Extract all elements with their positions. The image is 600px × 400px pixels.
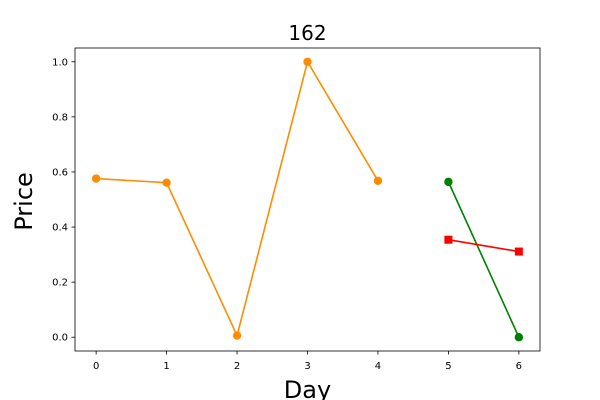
series-3-point-2 [514, 247, 523, 256]
series-1-point-5 [373, 176, 383, 185]
x-tick-label-1: 1 [163, 361, 169, 372]
series-1-point-1 [91, 174, 101, 183]
chart-title: 162 [288, 21, 326, 45]
y-tick-label-4: 0.8 [52, 112, 68, 123]
y-tick-label-1: 0.2 [52, 278, 68, 289]
y-axis-label: Price [10, 172, 38, 231]
series-2-point-2 [514, 333, 524, 342]
series-1-point-2 [162, 178, 171, 187]
plot-area [91, 57, 524, 342]
series-2-point-1 [444, 177, 453, 187]
y-tick-label-2: 0.4 [52, 223, 68, 234]
x-tick-label-2: 2 [234, 361, 240, 372]
series-1-point-3 [232, 331, 242, 340]
x-tick-label-6: 6 [516, 361, 522, 372]
series-3-point-1 [444, 235, 453, 244]
series-2-line [447, 181, 520, 339]
y-tick-label-3: 0.6 [52, 167, 68, 178]
y-tick-label-0: 0.0 [52, 333, 68, 344]
axes: 0 1 2 3 4 5 6 0.0 0.2 0.4 0.6 0.8 1.0 [52, 47, 541, 372]
x-tick-label-5: 5 [445, 361, 451, 372]
series-1-point-4 [303, 57, 312, 66]
x-axis-label: Day [284, 376, 331, 400]
y-tick-label-5: 1.0 [52, 57, 68, 68]
x-tick-label-4: 4 [375, 361, 381, 372]
x-tick-label-0: 0 [93, 361, 99, 372]
x-tick-label-3: 3 [304, 361, 310, 372]
series-3-line [447, 238, 520, 253]
